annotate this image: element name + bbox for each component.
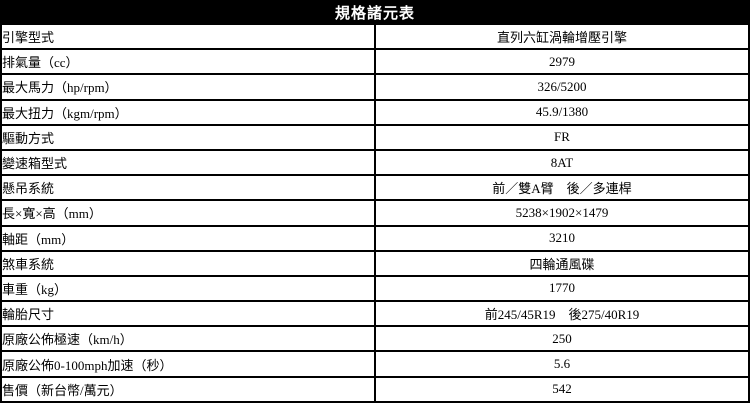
spec-label: 懸吊系統 — [0, 174, 376, 202]
spec-label: 引擎型式 — [0, 22, 376, 51]
spec-row-dimensions: 長×寬×高（mm） 5238×1902×1479 — [0, 199, 750, 227]
spec-row-curb-weight: 車重（kg） 1770 — [0, 274, 750, 303]
spec-label: 車重（kg） — [0, 274, 376, 303]
spec-value: 直列六缸渦輪增壓引擎 — [374, 22, 750, 51]
spec-row-drivetrain: 驅動方式 FR — [0, 123, 750, 151]
spec-label: 售價（新台幣/萬元） — [0, 375, 376, 403]
spec-label: 最大扭力（kgm/rpm） — [0, 98, 376, 126]
spec-row-acceleration: 原廠公佈0-100mph加速（秒） 5.6 — [0, 350, 750, 378]
spec-value: 四輪通風碟 — [374, 249, 750, 277]
spec-row-tire-size: 輪胎尺寸 前245/45R19 後275/40R19 — [0, 300, 750, 328]
spec-value: 250 — [374, 325, 750, 353]
spec-row-displacement: 排氣量（cc） 2979 — [0, 48, 750, 76]
spec-value: 5238×1902×1479 — [374, 199, 750, 227]
spec-label: 排氣量（cc） — [0, 48, 376, 76]
spec-label: 長×寬×高（mm） — [0, 199, 376, 227]
spec-row-brakes: 煞車系統 四輪通風碟 — [0, 249, 750, 277]
spec-row-top-speed: 原廠公佈極速（km/h） 250 — [0, 325, 750, 353]
spec-row-max-power: 最大馬力（hp/rpm） 326/5200 — [0, 73, 750, 101]
spec-value: 8AT — [374, 148, 750, 177]
spec-value: 45.9/1380 — [374, 98, 750, 126]
spec-row-engine-type: 引擎型式 直列六缸渦輪增壓引擎 — [0, 22, 750, 51]
spec-value: 2979 — [374, 48, 750, 76]
spec-label: 軸距（mm） — [0, 224, 376, 252]
spec-label: 最大馬力（hp/rpm） — [0, 73, 376, 101]
spec-label: 原廠公佈極速（km/h） — [0, 325, 376, 353]
spec-row-suspension: 懸吊系統 前／雙A臂 後／多連桿 — [0, 174, 750, 202]
spec-label: 變速箱型式 — [0, 148, 376, 177]
spec-row-max-torque: 最大扭力（kgm/rpm） 45.9/1380 — [0, 98, 750, 126]
spec-value: 542 — [374, 375, 750, 403]
spec-table-header-row: 規格諸元表 — [0, 0, 750, 25]
spec-label: 原廠公佈0-100mph加速（秒） — [0, 350, 376, 378]
spec-table-title: 規格諸元表 — [0, 0, 750, 25]
spec-value: 3210 — [374, 224, 750, 252]
spec-value: 5.6 — [374, 350, 750, 378]
spec-value: 前／雙A臂 後／多連桿 — [374, 174, 750, 202]
spec-label: 煞車系統 — [0, 249, 376, 277]
spec-value: 1770 — [374, 274, 750, 303]
spec-row-wheelbase: 軸距（mm） 3210 — [0, 224, 750, 252]
spec-value: 326/5200 — [374, 73, 750, 101]
spec-row-transmission: 變速箱型式 8AT — [0, 148, 750, 177]
spec-label: 輪胎尺寸 — [0, 300, 376, 328]
spec-value: FR — [374, 123, 750, 151]
spec-label: 驅動方式 — [0, 123, 376, 151]
spec-row-price: 售價（新台幣/萬元） 542 — [0, 375, 750, 403]
spec-value: 前245/45R19 後275/40R19 — [374, 300, 750, 328]
